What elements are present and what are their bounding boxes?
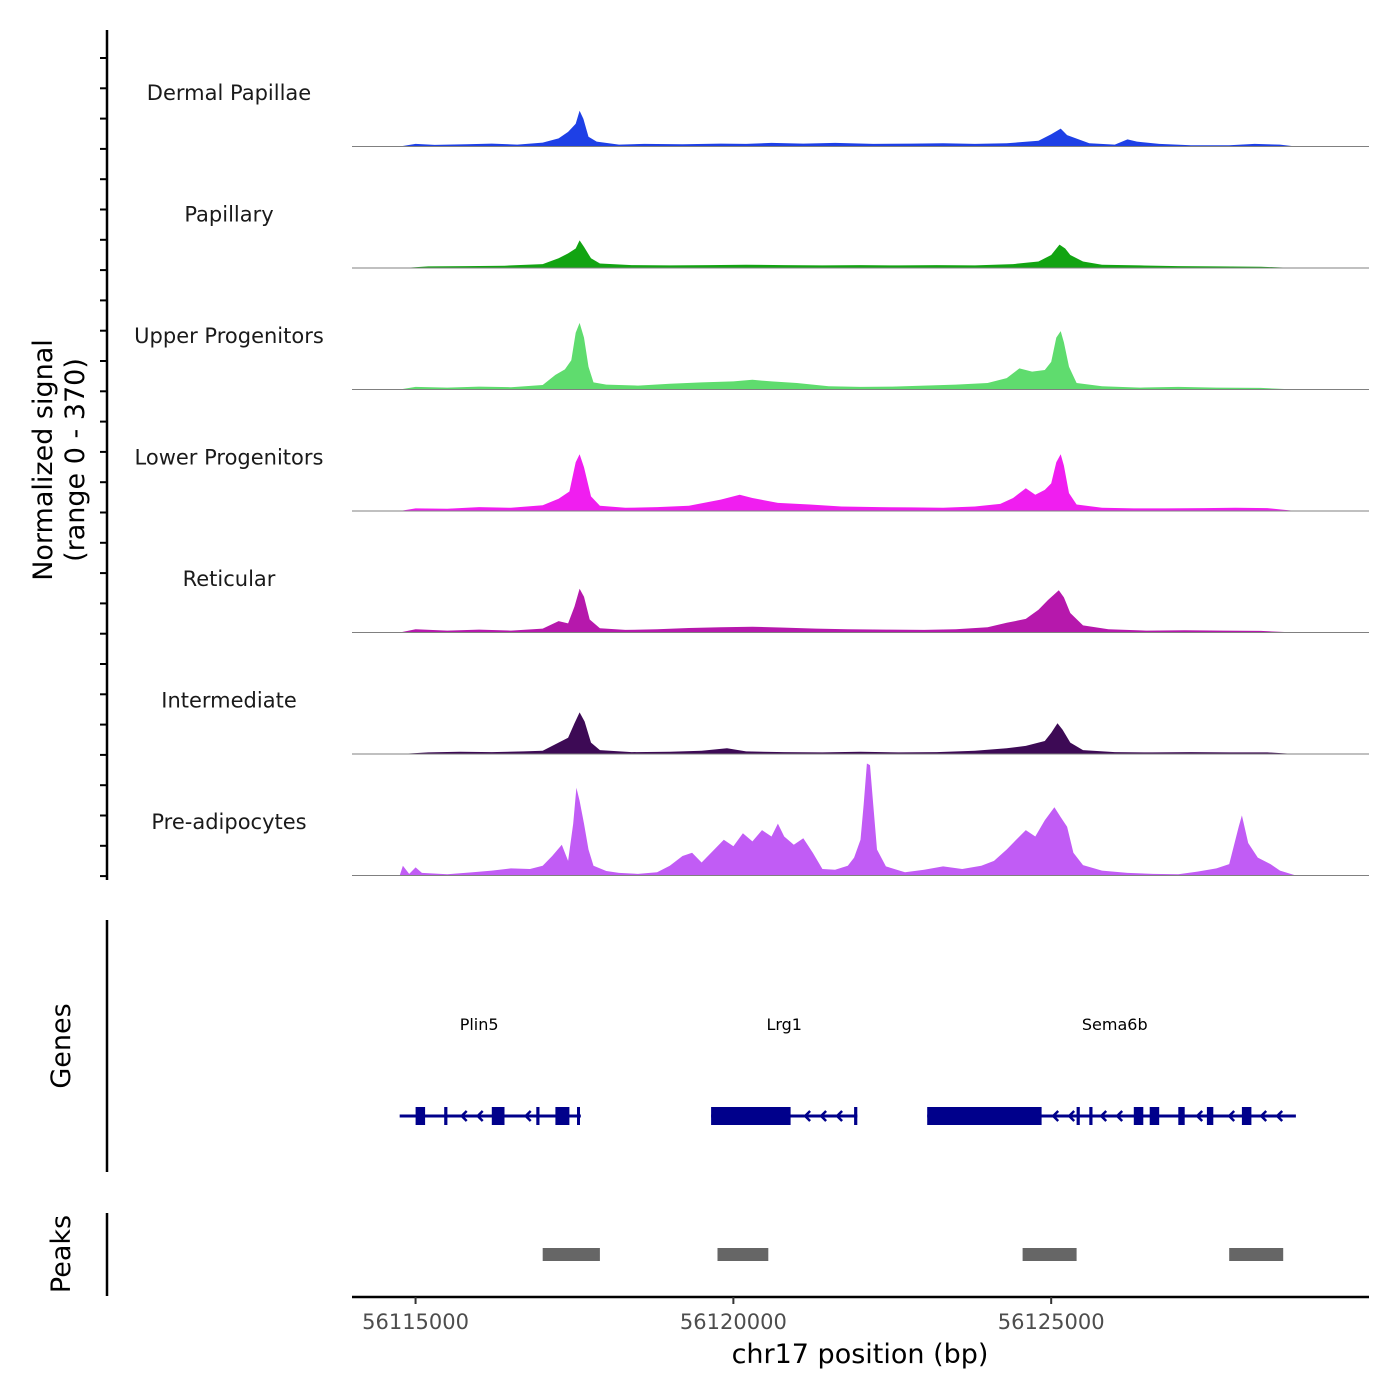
exon (444, 1107, 448, 1125)
strand-arrow (1067, 1110, 1076, 1122)
exon (1076, 1107, 1080, 1125)
strand-arrow (1051, 1110, 1060, 1122)
exon (491, 1107, 505, 1125)
gene: Sema6b (927, 1015, 1296, 1125)
strand-arrow (1259, 1110, 1268, 1122)
coverage-track: Pre-adipocytes (151, 763, 1369, 876)
exon (711, 1107, 791, 1125)
coverage-area (399, 322, 1296, 390)
coverage-area (399, 588, 1296, 633)
exon (1241, 1107, 1252, 1125)
x-tick-label: 56120000 (680, 1310, 787, 1334)
exon (927, 1107, 1042, 1125)
gene-label: Lrg1 (766, 1015, 802, 1034)
coverage-track: Dermal Papillae (147, 81, 1369, 147)
coverage-track: Intermediate (161, 689, 1369, 755)
coverage-track: Upper Progenitors (134, 322, 1369, 390)
track-label: Papillary (184, 203, 273, 227)
exon (1089, 1107, 1093, 1125)
y-axis-title: Normalized signal (range 0 - 370) (28, 339, 91, 581)
coverage-tracks: Dermal Papillae Papillary Upper Progenitor… (134, 81, 1369, 876)
strand-arrow (835, 1110, 843, 1122)
coverage-track: Lower Progenitors (135, 446, 1369, 512)
coverage-area (402, 240, 1296, 268)
gene-label: Plin5 (460, 1015, 499, 1034)
coverage-area (399, 454, 1296, 511)
exon (854, 1107, 858, 1125)
track-label: Pre-adipocytes (151, 810, 306, 834)
peak-region (542, 1248, 600, 1261)
coverage-area (399, 110, 1296, 147)
coverage-area (399, 763, 1296, 876)
strand-arrow (475, 1110, 484, 1122)
exon (536, 1107, 540, 1125)
strand-arrow (1275, 1110, 1284, 1122)
exon (415, 1107, 426, 1125)
exon (1178, 1107, 1185, 1125)
exon (577, 1107, 580, 1125)
genes-track: Plin5 Lrg1 Sema6b (399, 1015, 1296, 1125)
peak-region (717, 1248, 769, 1261)
strand-arrow (1195, 1110, 1204, 1122)
x-tick-label: 56115000 (362, 1310, 469, 1334)
track-label: Lower Progenitors (135, 446, 324, 470)
track-label: Dermal Papillae (147, 81, 311, 105)
exon (1133, 1107, 1144, 1125)
coverage-track: Reticular (183, 567, 1369, 633)
track-label: Upper Progenitors (134, 324, 324, 348)
exon (555, 1107, 570, 1125)
gene: Plin5 (399, 1015, 581, 1125)
exon (1149, 1107, 1160, 1125)
strand-arrow (1099, 1110, 1108, 1122)
y-axis-title-line1: Normalized signal (28, 339, 59, 581)
gene-label: Sema6b (1082, 1015, 1148, 1034)
peak-region (1229, 1248, 1284, 1261)
x-axis-ticks: 56115000 56120000 56125000 (362, 1297, 1105, 1334)
strand-arrow (1227, 1110, 1236, 1122)
genes-track-title: Genes (46, 1003, 77, 1088)
gene: Lrg1 (711, 1015, 858, 1125)
coverage-y-ticks (100, 57, 107, 878)
x-tick-label: 56125000 (998, 1310, 1105, 1334)
peaks-track (542, 1248, 1284, 1261)
peaks-track-title: Peaks (46, 1215, 77, 1293)
track-label: Reticular (183, 567, 276, 591)
y-axis-title-line2: (range 0 - 370) (60, 358, 91, 562)
coverage-track: Papillary (184, 203, 1369, 269)
strand-arrow (819, 1110, 827, 1122)
track-label: Intermediate (161, 689, 297, 713)
exon (1206, 1107, 1214, 1125)
x-axis-title: chr17 position (bp) (732, 1339, 989, 1370)
strand-arrow (459, 1110, 468, 1122)
strand-arrow (1115, 1110, 1124, 1122)
peak-region (1022, 1248, 1077, 1261)
coverage-area (399, 712, 1296, 754)
strand-arrow (523, 1110, 532, 1122)
strand-arrow (803, 1110, 811, 1122)
